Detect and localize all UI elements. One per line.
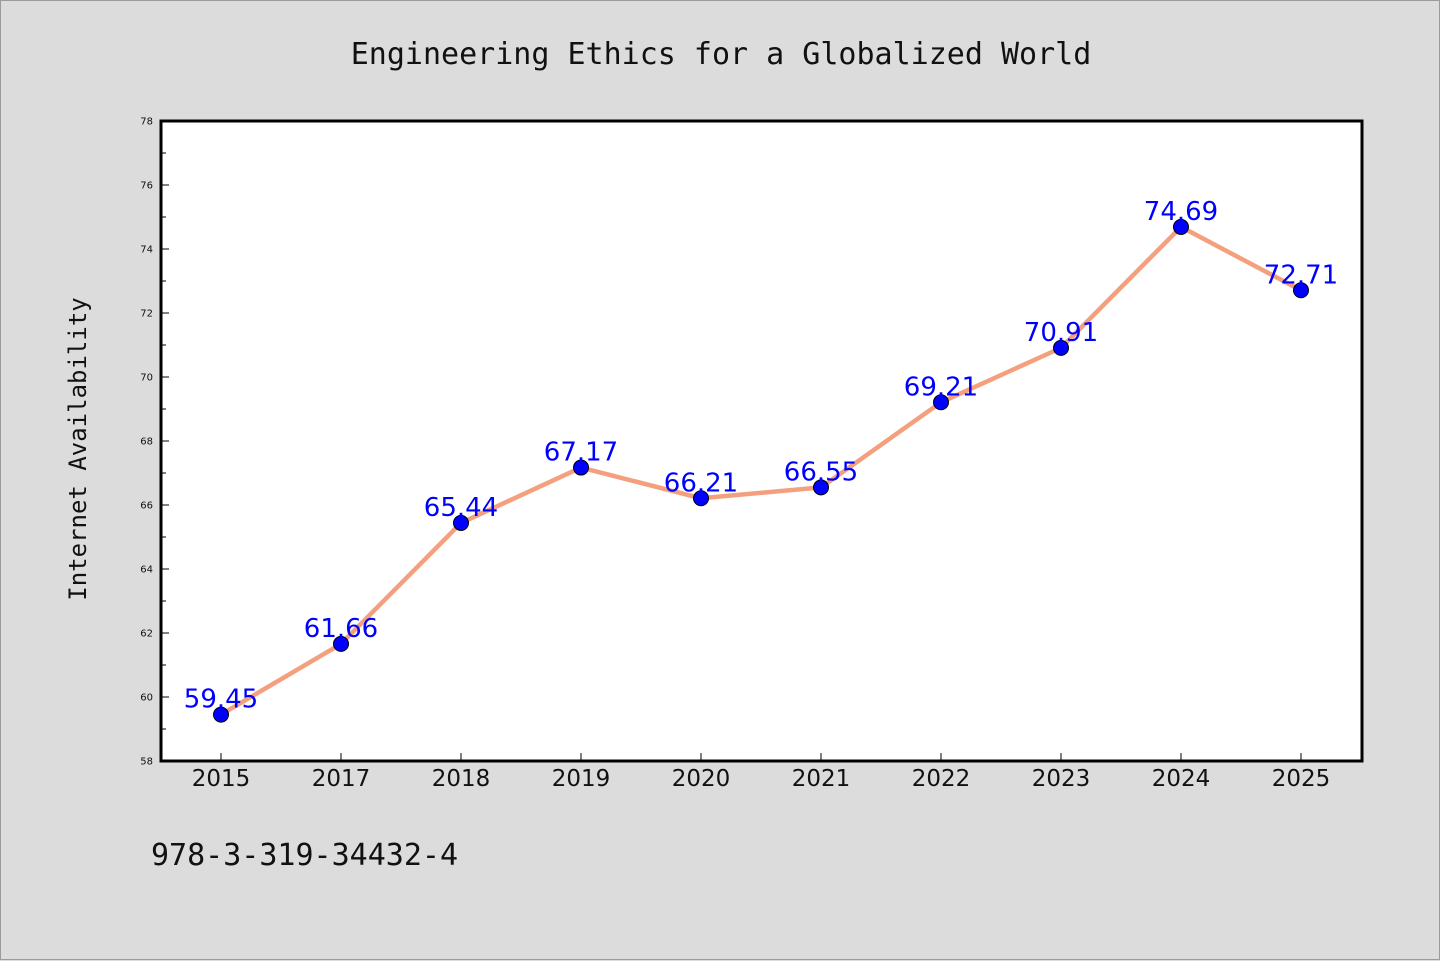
data-label: 69.21 (904, 372, 978, 402)
x-tick-label: 2025 (1272, 766, 1331, 792)
y-axis-label: Internet Availability (64, 297, 92, 600)
data-point (573, 459, 589, 476)
data-point (213, 706, 229, 723)
y-axis: 58 60 62 64 66 68 70 72 74 76 78 (140, 117, 169, 768)
data-label-layer: 59.45 61.66 65.44 67.17 66.21 66.55 69.21 70.91… (184, 197, 1338, 715)
y-tick-label: 58 (140, 757, 153, 768)
data-point (693, 490, 709, 507)
series-line (218, 224, 1304, 717)
data-point (933, 394, 949, 411)
marker-layer (213, 218, 1309, 723)
data-point (813, 479, 829, 496)
series-layer (218, 224, 1304, 717)
x-tick-label: 2015 (192, 766, 251, 792)
data-label: 61.66 (304, 614, 378, 644)
plot-area (159, 119, 1364, 763)
y-tick-label: 72 (140, 309, 153, 320)
data-point (1293, 282, 1309, 299)
x-axis: 2015 2017 2018 2019 2020 2021 2022 2023 2024 2025 (192, 753, 1331, 792)
x-tick-label: 2024 (1152, 766, 1211, 792)
y-tick-label: 66 (140, 501, 153, 512)
x-tick-label: 2023 (1032, 766, 1091, 792)
data-label: 72.71 (1264, 260, 1338, 290)
x-tick-label: 2021 (792, 766, 851, 792)
y-tick-label: 76 (140, 181, 153, 192)
data-point (1053, 339, 1069, 356)
data-point (453, 514, 469, 531)
chart-title: Engineering Ethics for a Globalized Worl… (351, 37, 1092, 72)
y-tick-label: 64 (140, 565, 153, 576)
y-tick-label: 60 (140, 693, 153, 704)
x-tick-label: 2018 (432, 766, 491, 792)
y-tick-label: 62 (140, 629, 153, 640)
isbn-footer: 978-3-319-34432-4 (151, 838, 458, 873)
y-tick-label: 78 (140, 117, 153, 128)
y-tick-label: 68 (140, 437, 153, 448)
data-point (333, 635, 349, 652)
x-tick-label: 2017 (312, 766, 371, 792)
x-tick-label: 2022 (912, 766, 971, 792)
data-label: 66.55 (784, 457, 858, 487)
y-tick-label: 70 (140, 373, 153, 384)
x-tick-label: 2020 (672, 766, 731, 792)
data-point (1173, 218, 1189, 235)
data-label: 65.44 (424, 493, 498, 523)
data-label: 74.69 (1144, 197, 1218, 227)
data-label: 66.21 (664, 468, 738, 498)
data-label: 70.91 (1024, 318, 1098, 348)
data-label: 59.45 (184, 685, 258, 715)
x-tick-label: 2019 (552, 766, 611, 792)
y-tick-label: 74 (140, 245, 153, 256)
data-label: 67.17 (544, 438, 618, 468)
